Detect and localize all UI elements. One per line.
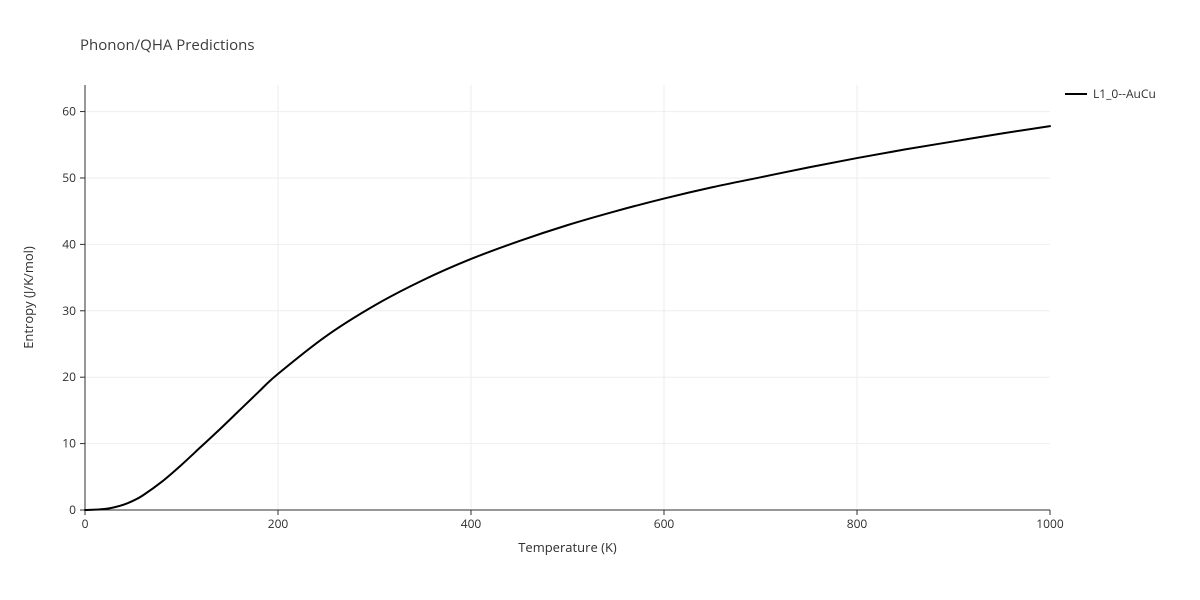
chart-container: Phonon/QHA Predictions 02004006008001000… xyxy=(0,0,1200,600)
y-tick-label: 50 xyxy=(62,169,76,186)
chart-title: Phonon/QHA Predictions xyxy=(80,35,255,55)
plot-area: 0 200 400 600 800 1000 0 10 20 30 40 50 60 Temperatur… xyxy=(0,0,1200,600)
y-tick-label: 40 xyxy=(62,235,76,252)
legend-line-icon xyxy=(1065,93,1087,95)
y-tick-label: 0 xyxy=(69,501,76,518)
y-tick-label: 10 xyxy=(62,435,76,452)
legend: L1_0--AuCu xyxy=(1065,85,1156,102)
x-axis-label: Temperature (K) xyxy=(518,538,617,556)
y-tick-label: 20 xyxy=(62,368,76,385)
y-axis-label: Entropy (J/K/mol) xyxy=(19,246,37,349)
x-tick-label: 200 xyxy=(268,515,289,532)
x-tick-label: 0 xyxy=(82,515,89,532)
x-tick-label: 400 xyxy=(461,515,482,532)
y-tick-label: 60 xyxy=(62,103,76,120)
x-tick-label: 600 xyxy=(654,515,675,532)
y-tick-label: 30 xyxy=(62,302,76,319)
legend-label: L1_0--AuCu xyxy=(1093,85,1156,102)
series-line xyxy=(85,126,1050,510)
x-tick-label: 1000 xyxy=(1036,515,1064,532)
x-tick-label: 800 xyxy=(847,515,868,532)
